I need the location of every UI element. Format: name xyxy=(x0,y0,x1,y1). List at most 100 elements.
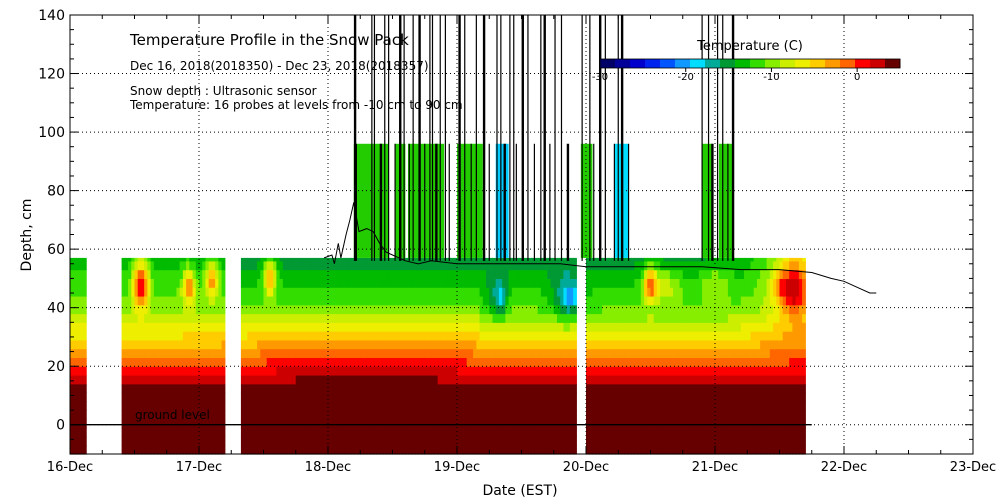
heatmap-cell xyxy=(511,401,516,411)
heatmap-cell xyxy=(518,304,523,315)
heatmap-cell xyxy=(199,257,203,262)
heatmap-cell xyxy=(608,313,613,323)
heatmap-cell xyxy=(750,257,755,262)
heatmap-cell xyxy=(685,348,690,359)
heatmap-cell xyxy=(305,436,310,446)
heatmap-cell xyxy=(415,348,419,359)
heatmap-cell xyxy=(179,401,184,411)
heatmap-cell xyxy=(679,331,684,341)
heatmap-cell xyxy=(434,392,439,402)
heatmap-cell xyxy=(611,257,616,262)
heatmap-cell xyxy=(640,339,645,350)
heatmap-cell xyxy=(131,313,136,323)
heatmap-cell xyxy=(644,383,648,394)
heatmap-cell xyxy=(663,418,668,429)
heatmap-cell xyxy=(218,331,223,341)
heatmap-cell xyxy=(269,392,274,402)
heatmap-cell xyxy=(602,357,606,367)
heatmap-cell xyxy=(150,257,155,262)
heatmap-cell xyxy=(176,366,181,376)
heatmap-cell xyxy=(660,436,664,446)
heatmap-cell xyxy=(311,357,316,367)
heatmap-cell xyxy=(466,383,471,394)
heatmap-cell xyxy=(292,366,297,376)
heatmap-cell xyxy=(466,374,471,385)
heatmap-cell xyxy=(221,260,226,271)
heatmap-cell xyxy=(76,260,81,271)
heatmap-cell xyxy=(382,260,387,271)
heatmap-cell xyxy=(705,295,710,306)
heatmap-cell xyxy=(153,445,158,455)
heatmap-cell xyxy=(182,295,187,306)
heatmap-cell xyxy=(624,260,629,271)
heatmap-cell xyxy=(502,383,506,394)
heatmap-cell xyxy=(589,410,594,420)
heatmap-cell xyxy=(486,295,490,306)
heatmap-cell xyxy=(644,410,648,420)
heatmap-cell xyxy=(473,383,477,394)
heatmap-cell xyxy=(715,304,719,315)
heatmap-cell xyxy=(269,322,274,332)
heatmap-cell xyxy=(144,313,149,323)
heatmap-cell xyxy=(447,278,452,288)
heatmap-cell xyxy=(389,348,394,359)
heatmap-cell xyxy=(663,287,668,297)
heatmap-cell xyxy=(476,418,481,429)
heatmap-cell xyxy=(560,339,565,350)
heatmap-cell xyxy=(453,401,458,411)
heatmap-cell xyxy=(798,287,803,297)
heatmap-cell xyxy=(402,445,406,455)
heatmap-cell xyxy=(695,313,700,323)
heatmap-cell xyxy=(518,436,523,446)
heatmap-cell xyxy=(311,445,316,455)
heatmap-cell xyxy=(279,348,284,359)
heatmap-cell xyxy=(202,383,207,394)
heatmap-cell xyxy=(518,366,523,376)
heatmap-cell xyxy=(73,278,78,288)
heatmap-cell xyxy=(495,436,500,446)
heatmap-cell xyxy=(331,383,336,394)
heatmap-cell xyxy=(160,427,165,438)
heatmap-cell xyxy=(260,295,265,306)
heatmap-cell xyxy=(605,383,610,394)
heatmap-cell xyxy=(128,427,132,438)
heatmap-cell xyxy=(802,383,806,394)
heatmap-cell xyxy=(76,374,81,385)
heatmap-cell xyxy=(544,383,548,394)
heatmap-cell xyxy=(192,383,197,394)
heatmap-cell xyxy=(369,445,374,455)
heatmap-cell xyxy=(444,269,448,279)
heatmap-cell xyxy=(592,304,597,315)
heatmap-cell xyxy=(718,331,723,341)
heatmap-cell xyxy=(782,410,787,420)
heatmap-cell xyxy=(273,410,277,420)
heatmap-cell xyxy=(205,257,210,262)
heatmap-cell xyxy=(482,383,487,394)
heatmap-cell xyxy=(444,313,448,323)
heatmap-cell xyxy=(421,401,426,411)
heatmap-cell xyxy=(431,418,436,429)
heatmap-cell xyxy=(563,383,568,394)
heatmap-cell xyxy=(437,313,442,323)
heatmap-cell xyxy=(621,436,626,446)
heatmap-cell xyxy=(221,278,226,288)
heatmap-cell xyxy=(424,401,429,411)
heatmap-cell xyxy=(347,392,352,402)
heatmap-cell xyxy=(440,339,445,350)
heatmap-cell xyxy=(257,436,261,446)
heatmap-cell xyxy=(182,401,187,411)
heatmap-cell xyxy=(540,401,545,411)
heatmap-cell xyxy=(192,418,197,429)
heatmap-cell xyxy=(369,410,374,420)
heatmap-cell xyxy=(573,339,577,350)
heatmap-cell xyxy=(540,322,545,332)
heatmap-cell xyxy=(798,278,803,288)
heatmap-cell xyxy=(295,401,300,411)
heatmap-cell xyxy=(379,269,384,279)
heatmap-cell xyxy=(624,383,629,394)
heatmap-cell xyxy=(589,278,594,288)
heatmap-cell xyxy=(121,295,126,306)
heatmap-cell xyxy=(263,348,268,359)
heatmap-cell xyxy=(344,339,348,350)
heatmap-cell xyxy=(289,331,294,341)
